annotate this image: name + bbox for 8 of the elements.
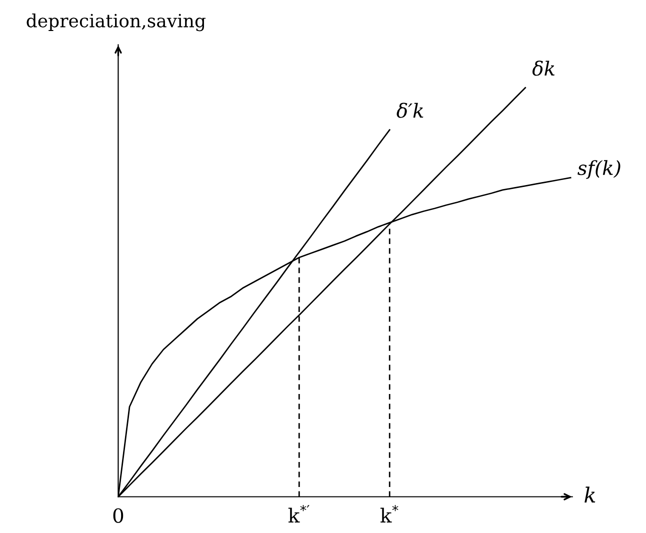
x-axis-title: k — [584, 486, 596, 503]
x-tick-label: k$^{*}$ — [380, 504, 398, 522]
y-axis-title: depreciation,saving — [26, 13, 206, 32]
series-label: sf(k) — [578, 160, 620, 179]
x-tick-label: 0 — [113, 508, 124, 523]
series-label: δk — [532, 60, 554, 76]
series-label: δ′k — [396, 102, 424, 118]
x-tick-label: k$^{*′}$ — [288, 504, 310, 522]
